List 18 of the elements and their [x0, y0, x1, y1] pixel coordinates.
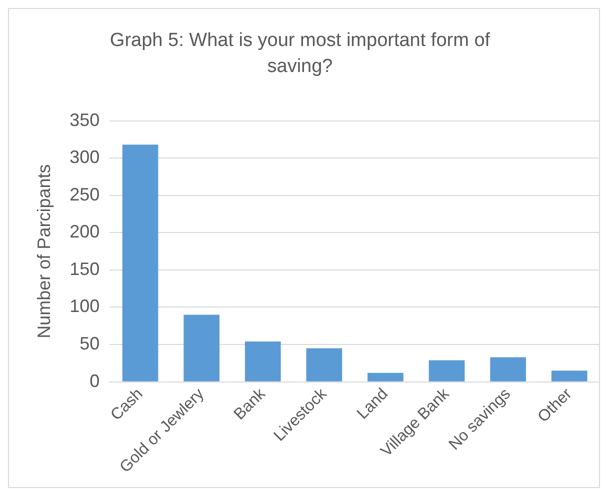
y-tick-label: 150	[70, 258, 100, 279]
bar	[551, 370, 588, 382]
bar	[368, 372, 404, 382]
y-tick-label: 0	[90, 370, 100, 391]
bar	[306, 348, 342, 382]
y-tick-label: 100	[70, 296, 100, 316]
bar	[122, 144, 158, 382]
y-tick-label: 250	[70, 184, 100, 204]
bar	[184, 314, 220, 382]
y-tick-label: 50	[80, 334, 100, 354]
bar	[490, 357, 526, 382]
bar	[428, 360, 465, 382]
y-tick-label: 300	[70, 147, 100, 168]
y-axis-title: Number of Parcipants	[34, 164, 54, 338]
y-tick-label: 200	[70, 222, 100, 242]
bar	[244, 342, 281, 382]
y-tick-label: 350	[70, 110, 100, 130]
chart-title: Graph 5: What is your most important form of saving?	[108, 29, 492, 79]
